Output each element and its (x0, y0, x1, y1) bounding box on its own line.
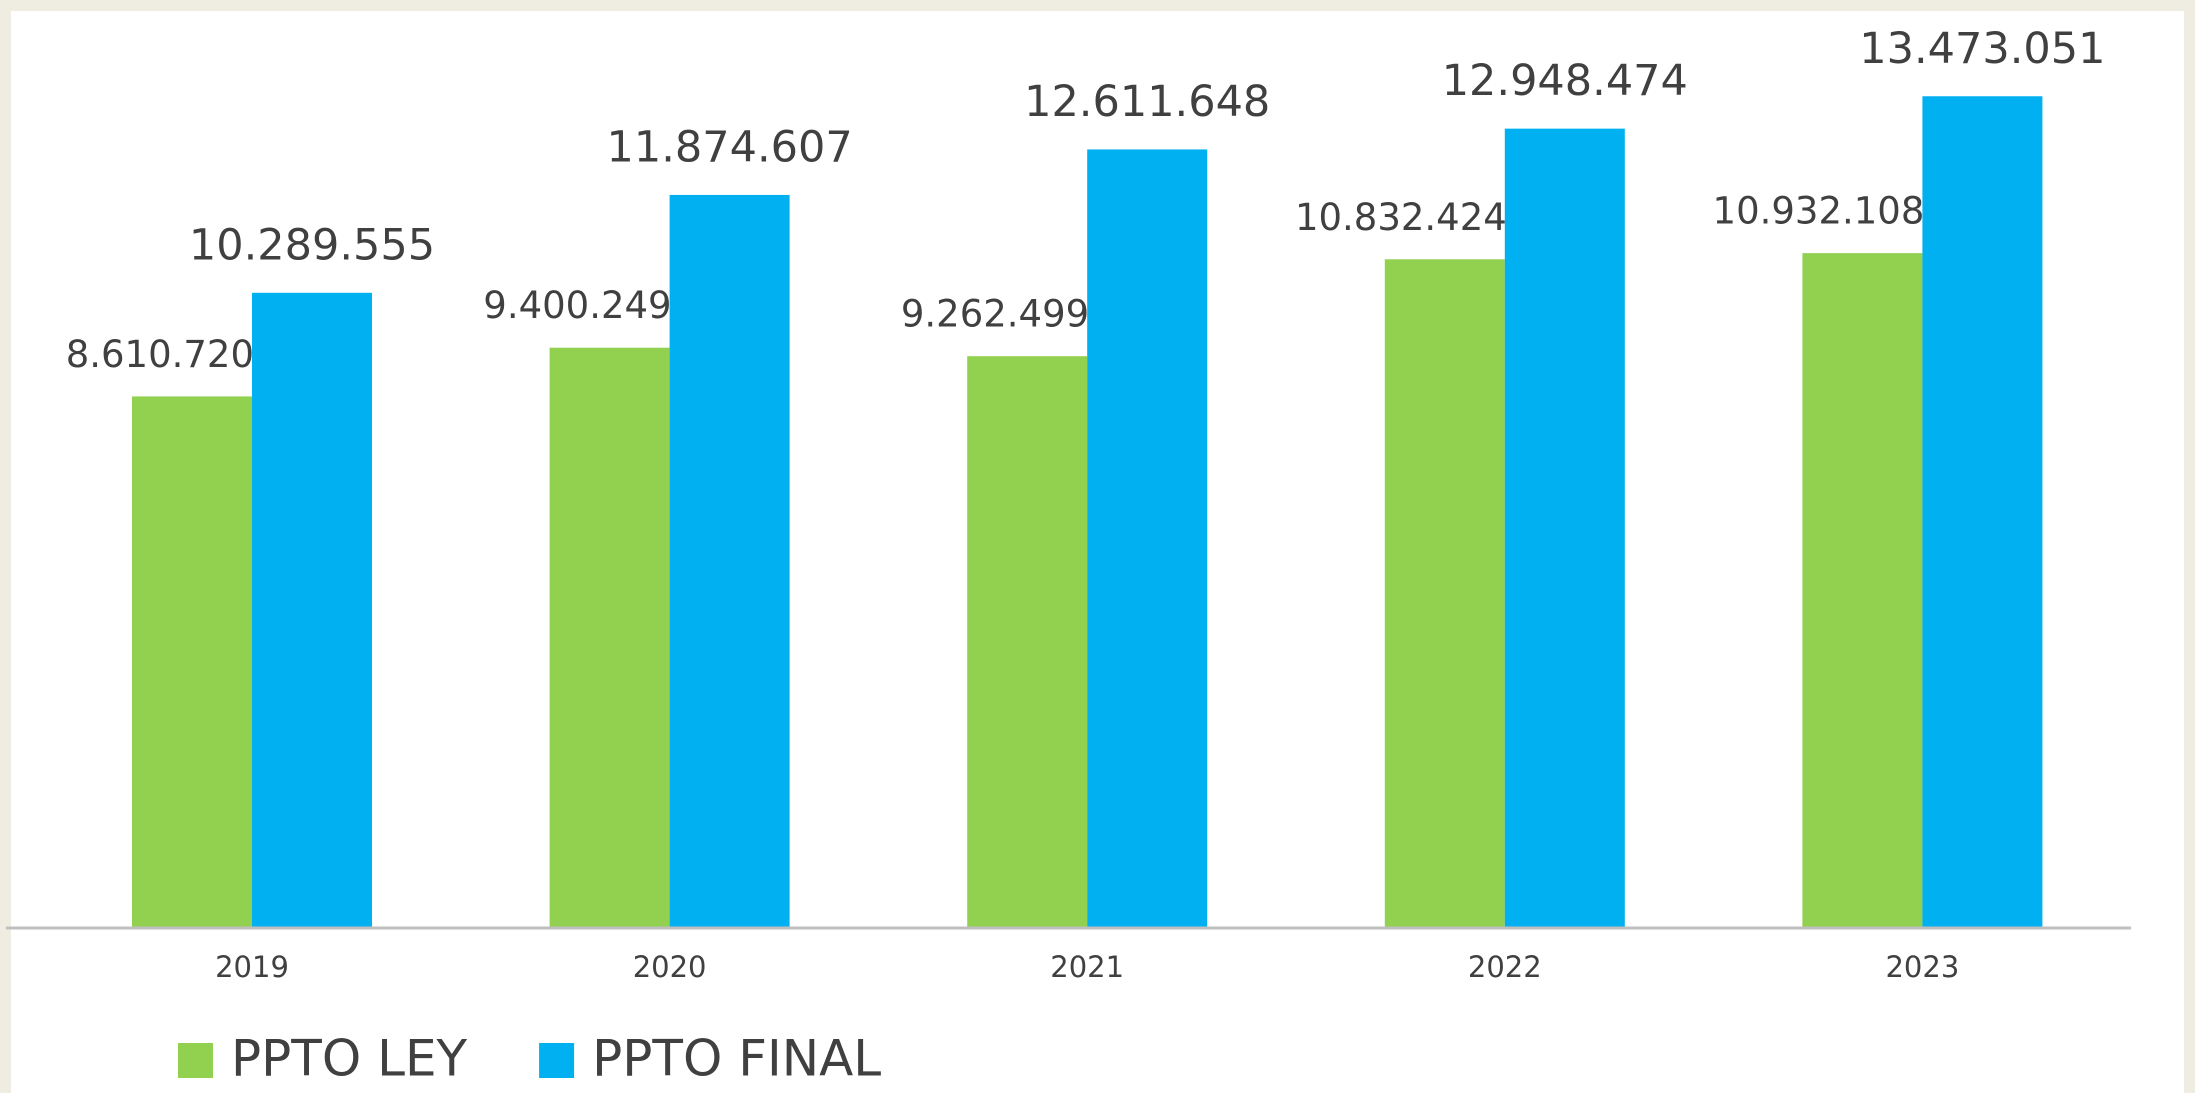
bar (1504, 128, 1625, 929)
data-label: 10.289.555 (189, 220, 435, 270)
legend-swatch (178, 1043, 213, 1078)
x-tick-label: 2019 (215, 950, 289, 984)
bar (967, 356, 1088, 928)
data-label: 10.932.108 (1713, 190, 1925, 233)
legend-label: PPTO FINAL (592, 1030, 881, 1088)
data-label: 11.874.607 (606, 122, 852, 172)
bar (1384, 259, 1505, 929)
bar (549, 347, 670, 928)
bar (1087, 149, 1208, 929)
bar (132, 396, 252, 929)
data-label: 12.611.648 (1024, 77, 1270, 127)
bar (1922, 96, 2043, 928)
bar (252, 292, 372, 928)
legend-label: PPTO LEY (231, 1030, 468, 1088)
data-label: 10.832.424 (1295, 196, 1507, 239)
data-label: 9.262.499 (901, 293, 1089, 336)
data-label: 9.400.249 (483, 284, 671, 327)
legend-swatch (539, 1043, 575, 1078)
x-tick-label: 2021 (1050, 950, 1124, 984)
data-label: 8.610.720 (66, 333, 254, 376)
data-label: 13.473.051 (1859, 24, 2105, 74)
x-tick-label: 2023 (1885, 950, 1959, 984)
bar (669, 194, 790, 929)
x-tick-label: 2020 (633, 950, 707, 984)
data-label: 12.948.474 (1442, 56, 1688, 106)
x-tick-label: 2022 (1468, 950, 1542, 984)
bar (1802, 253, 1923, 929)
